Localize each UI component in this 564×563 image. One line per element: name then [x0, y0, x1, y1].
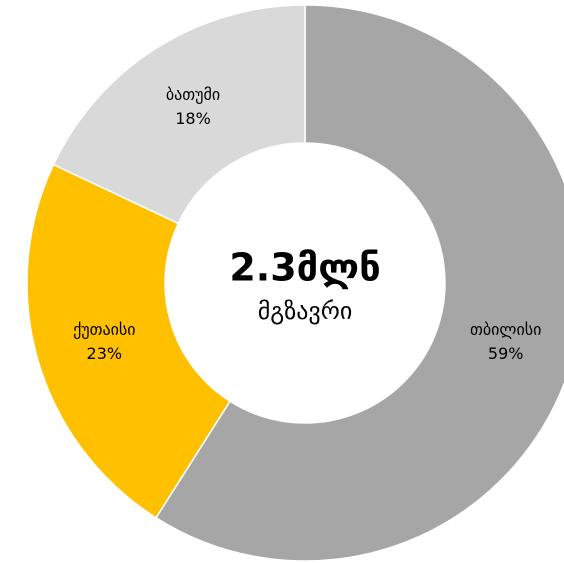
segment [155, 4, 564, 562]
center-value: 2.3მლნ [229, 246, 380, 290]
center-label: მგზავრი [258, 297, 353, 325]
value-label: 23% [87, 344, 123, 363]
segments [26, 4, 564, 562]
value-label: 59% [488, 344, 524, 363]
value-label: 18% [175, 109, 211, 128]
segment [52, 4, 306, 225]
segment [26, 163, 232, 519]
category-label: ქუთაისი [73, 320, 135, 339]
category-label: ბათუმი [166, 85, 220, 104]
category-label: თბილისი [470, 320, 541, 339]
